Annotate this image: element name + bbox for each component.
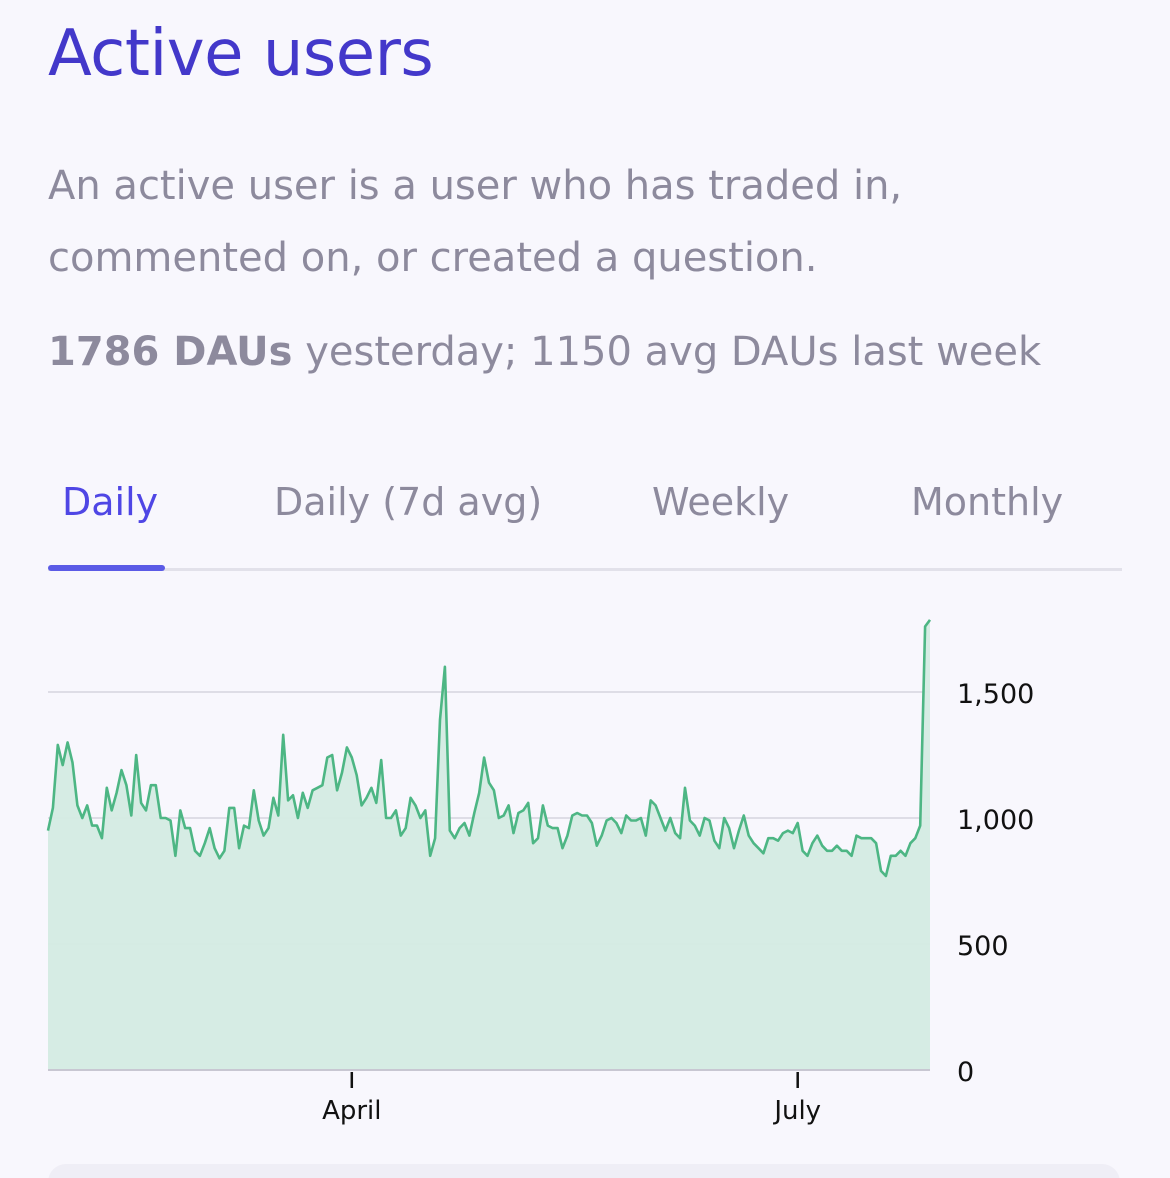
y-tick-label: 0 xyxy=(957,1057,974,1088)
page-title: Active users xyxy=(48,17,434,91)
active-users-chart: 0 500 1,000 1,500 April July xyxy=(46,619,1034,1126)
y-tick-label: 1,500 xyxy=(957,679,1034,710)
page-description: An active user is a user who has traded … xyxy=(48,163,903,281)
active-tab-indicator xyxy=(48,565,165,571)
y-tick-label: 1,000 xyxy=(957,805,1034,836)
series-line xyxy=(46,619,932,878)
tabs-divider xyxy=(48,568,1122,571)
dau-stats-rest: yesterday; 1150 avg DAUs last week xyxy=(292,329,1042,375)
x-tick-label: April xyxy=(322,1096,381,1126)
y-tick-label: 500 xyxy=(957,931,1009,962)
dau-yesterday: 1786 DAUs xyxy=(48,329,293,375)
next-section-card xyxy=(48,1164,1120,1178)
period-tabs: Daily Daily (7d avg) Weekly Monthly xyxy=(48,455,1122,571)
tab-weekly[interactable]: Weekly xyxy=(652,480,790,524)
dau-stats: 1786 DAUs yesterday; 1150 avg DAUs last … xyxy=(48,322,1041,382)
tab-monthly[interactable]: Monthly xyxy=(911,480,1064,524)
tab-daily-7d-avg[interactable]: Daily (7d avg) xyxy=(274,480,543,524)
series-area xyxy=(48,619,930,1070)
x-tick-label: July xyxy=(772,1096,821,1126)
tab-daily[interactable]: Daily xyxy=(62,480,159,524)
